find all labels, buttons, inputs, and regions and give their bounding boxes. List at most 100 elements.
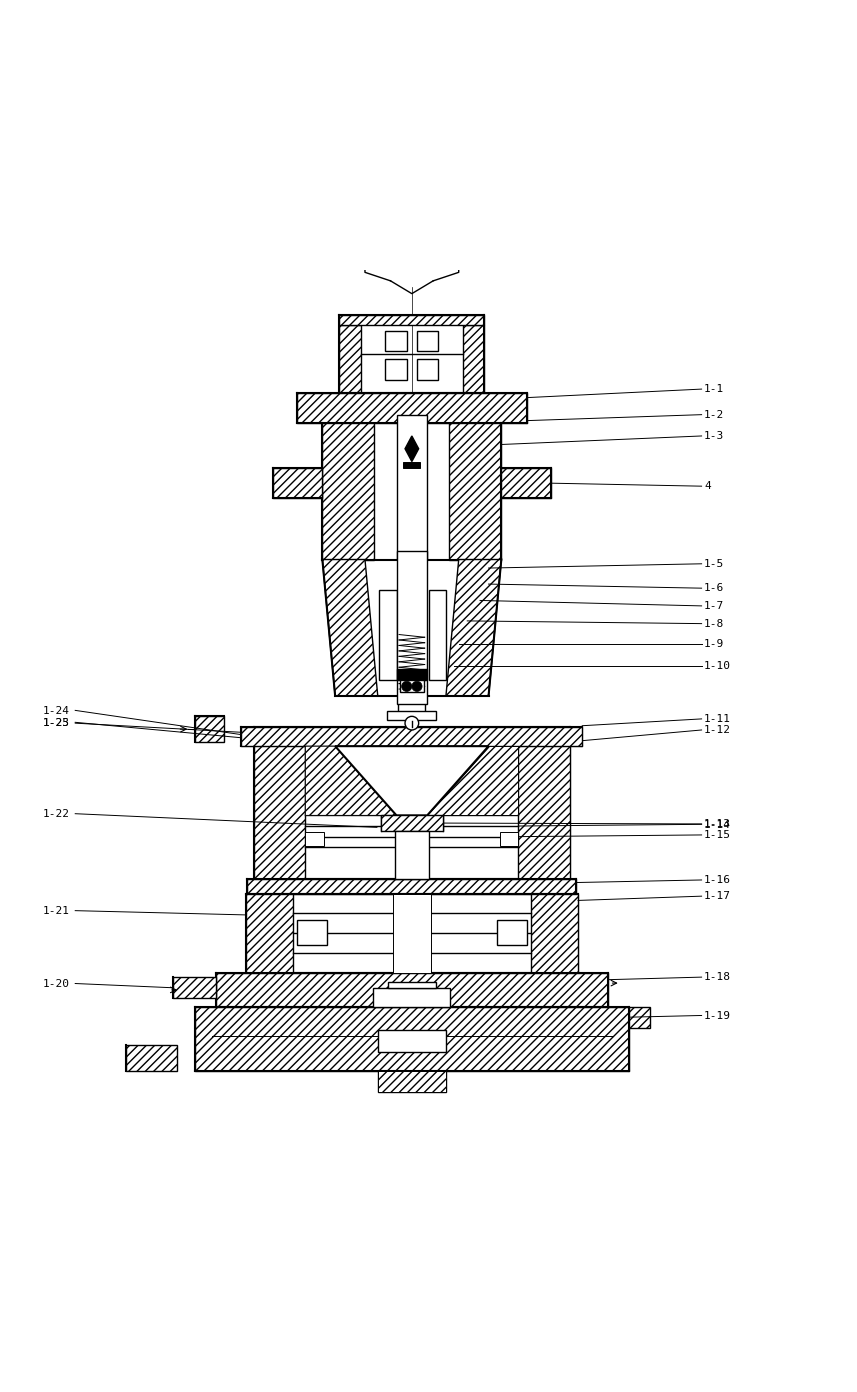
- Circle shape: [405, 717, 418, 729]
- Bar: [628, 1006, 650, 1029]
- Bar: [396, 551, 427, 704]
- Circle shape: [411, 681, 422, 692]
- Text: 1-24: 1-24: [42, 706, 69, 715]
- Bar: [195, 1006, 628, 1070]
- Bar: [381, 816, 442, 831]
- Bar: [254, 728, 305, 880]
- Text: 1-22: 1-22: [42, 809, 69, 818]
- Bar: [339, 326, 361, 394]
- Bar: [399, 679, 423, 692]
- Bar: [385, 359, 406, 380]
- Bar: [393, 894, 430, 973]
- Bar: [126, 1045, 177, 1070]
- Bar: [530, 894, 578, 973]
- Bar: [499, 832, 518, 846]
- Text: 1-15: 1-15: [704, 830, 730, 839]
- Bar: [385, 331, 406, 351]
- Polygon shape: [305, 746, 396, 816]
- Bar: [417, 331, 438, 351]
- Polygon shape: [446, 560, 500, 696]
- Bar: [449, 423, 500, 560]
- Bar: [403, 462, 420, 469]
- Bar: [173, 977, 216, 998]
- Polygon shape: [405, 436, 418, 462]
- Text: 1-3: 1-3: [704, 432, 724, 441]
- Text: 1-25: 1-25: [42, 718, 69, 728]
- Bar: [173, 977, 216, 998]
- Bar: [628, 1006, 650, 1029]
- Bar: [216, 973, 608, 1006]
- Bar: [339, 315, 484, 326]
- Bar: [273, 468, 322, 498]
- Bar: [245, 894, 292, 973]
- Bar: [373, 988, 450, 1006]
- Bar: [496, 920, 526, 945]
- Text: 1-14: 1-14: [704, 820, 730, 830]
- Text: 1-5: 1-5: [704, 560, 724, 569]
- Bar: [463, 326, 484, 394]
- Text: 1-6: 1-6: [704, 583, 724, 593]
- Bar: [339, 315, 484, 326]
- Text: 1-20: 1-20: [42, 979, 69, 988]
- Text: 4: 4: [704, 482, 710, 491]
- Bar: [297, 920, 327, 945]
- Text: 1-18: 1-18: [704, 972, 730, 983]
- Text: 1-12: 1-12: [704, 725, 730, 735]
- Text: 1-7: 1-7: [704, 601, 724, 611]
- Polygon shape: [322, 560, 377, 696]
- Text: 1-23: 1-23: [42, 717, 69, 728]
- Bar: [449, 423, 500, 560]
- Bar: [428, 590, 446, 679]
- Text: 1-17: 1-17: [704, 891, 730, 901]
- Bar: [396, 670, 427, 679]
- Bar: [377, 1070, 446, 1093]
- Bar: [518, 728, 569, 880]
- Bar: [339, 326, 361, 394]
- Bar: [247, 880, 576, 894]
- Bar: [500, 468, 550, 498]
- Bar: [387, 983, 435, 988]
- Bar: [387, 711, 436, 720]
- Bar: [381, 816, 442, 831]
- Bar: [241, 728, 582, 746]
- Bar: [216, 973, 608, 1006]
- Bar: [396, 415, 427, 560]
- Polygon shape: [427, 746, 518, 816]
- Bar: [305, 832, 324, 846]
- Bar: [500, 468, 550, 498]
- Polygon shape: [335, 746, 488, 816]
- Circle shape: [401, 681, 411, 692]
- Text: 1-10: 1-10: [704, 661, 730, 671]
- Bar: [463, 326, 484, 394]
- Text: 1-9: 1-9: [704, 639, 724, 649]
- Bar: [322, 423, 374, 560]
- Bar: [394, 831, 428, 880]
- Bar: [518, 728, 569, 880]
- Bar: [241, 728, 582, 746]
- Text: 1-19: 1-19: [704, 1011, 730, 1020]
- Bar: [377, 1030, 446, 1052]
- Bar: [247, 880, 576, 894]
- Bar: [297, 394, 526, 423]
- Bar: [254, 728, 305, 880]
- Bar: [273, 468, 322, 498]
- Bar: [530, 894, 578, 973]
- Bar: [377, 1070, 446, 1093]
- Bar: [417, 359, 438, 380]
- Bar: [195, 717, 225, 742]
- Bar: [297, 394, 526, 423]
- Text: 1-13: 1-13: [704, 818, 730, 830]
- Bar: [322, 423, 374, 560]
- Text: 1-11: 1-11: [704, 714, 730, 724]
- Bar: [195, 1006, 628, 1070]
- Bar: [195, 717, 225, 742]
- Text: 1-1: 1-1: [704, 384, 724, 394]
- Text: 1-21: 1-21: [42, 906, 69, 916]
- Text: 1-2: 1-2: [704, 409, 724, 420]
- Bar: [398, 696, 425, 714]
- Text: 1-8: 1-8: [704, 618, 724, 629]
- Text: 1-16: 1-16: [704, 876, 730, 885]
- Bar: [126, 1045, 177, 1070]
- Bar: [245, 894, 292, 973]
- Bar: [377, 1070, 446, 1093]
